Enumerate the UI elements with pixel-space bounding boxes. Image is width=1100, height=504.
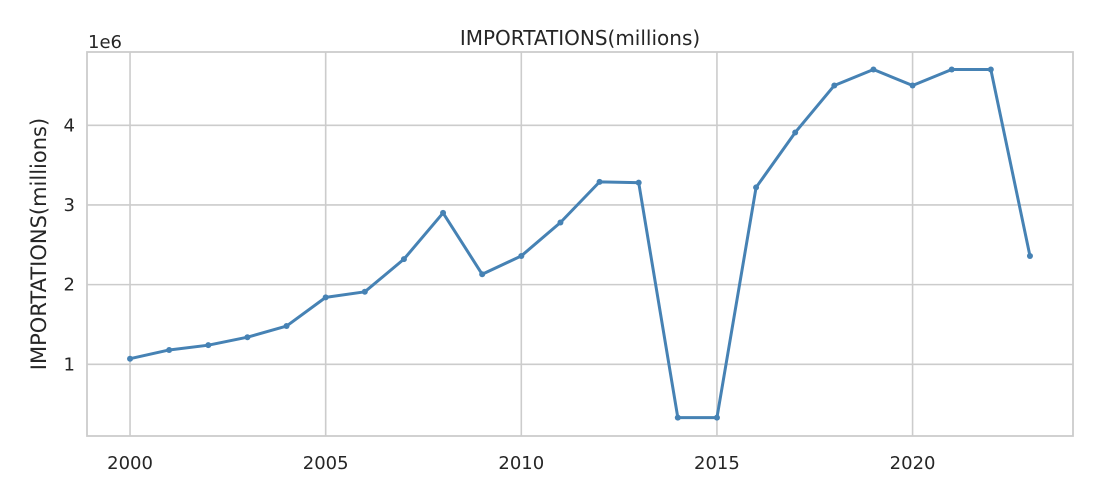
data-point: [792, 129, 799, 136]
x-tick-label: 2020: [890, 453, 936, 474]
series-line: [128, 68, 1032, 420]
y-tick-label: 4: [64, 115, 75, 136]
data-point: [870, 66, 877, 73]
data-point: [283, 323, 290, 330]
data-point: [361, 288, 368, 295]
plot-frame: [86, 51, 1074, 437]
x-tick-label: 2000: [107, 453, 153, 474]
y-tick-label: 3: [64, 195, 75, 216]
y-tick-label: 2: [64, 275, 75, 296]
x-tick-label: 2005: [303, 453, 349, 474]
data-point: [753, 184, 760, 191]
data-point: [322, 294, 329, 301]
data-point: [440, 209, 447, 216]
data-point: [713, 414, 720, 421]
data-point: [909, 82, 916, 89]
data-point: [127, 355, 134, 362]
y-offset-label: 1e6: [88, 32, 122, 53]
y-tick-label: 1: [64, 354, 75, 375]
data-point: [831, 82, 838, 89]
x-tick-label: 2010: [498, 453, 544, 474]
chart-title: IMPORTATIONS(millions): [460, 26, 700, 50]
data-point: [205, 342, 212, 349]
data-point: [479, 271, 486, 278]
data-point: [596, 178, 603, 185]
data-point: [244, 334, 251, 341]
data-point: [948, 66, 955, 73]
data-point: [1026, 252, 1033, 259]
data-point: [518, 252, 525, 259]
data-point: [987, 66, 994, 73]
x-tick-label: 2015: [694, 453, 740, 474]
data-point: [674, 414, 681, 421]
y-axis-label: IMPORTATIONS(millions): [27, 118, 51, 370]
data-point: [635, 179, 642, 186]
data-point: [400, 256, 407, 263]
data-point: [166, 346, 173, 353]
data-point: [557, 219, 564, 226]
